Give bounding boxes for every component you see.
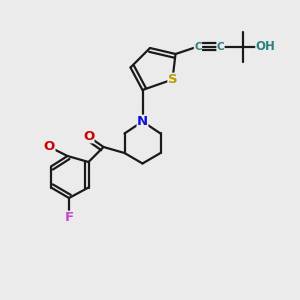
Text: S: S — [168, 73, 177, 86]
Text: O: O — [44, 140, 55, 154]
Text: F: F — [64, 211, 74, 224]
Text: C: C — [194, 41, 202, 52]
Text: C: C — [217, 41, 224, 52]
Text: N: N — [137, 115, 148, 128]
Text: O: O — [83, 130, 94, 143]
Text: OH: OH — [256, 40, 275, 53]
